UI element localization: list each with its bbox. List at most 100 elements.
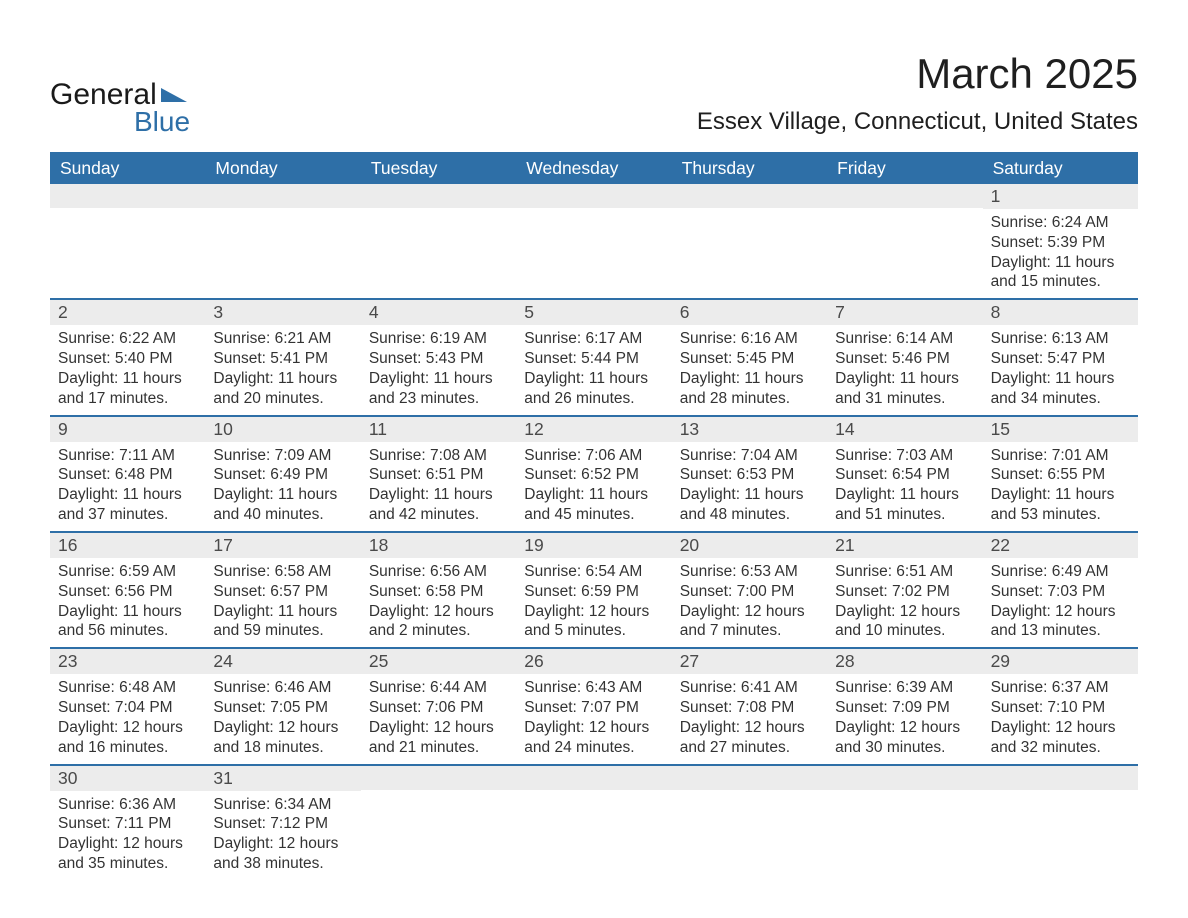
day-number: 13 <box>672 417 827 442</box>
calendar-cell <box>516 184 671 298</box>
day-number <box>361 184 516 208</box>
calendar-cell: 2Sunrise: 6:22 AMSunset: 5:40 PMDaylight… <box>50 300 205 414</box>
daylight-text: Daylight: 11 hours and 48 minutes. <box>680 485 819 525</box>
calendar-cell: 1Sunrise: 6:24 AMSunset: 5:39 PMDaylight… <box>983 184 1138 298</box>
calendar: Sunday Monday Tuesday Wednesday Thursday… <box>50 152 1138 880</box>
calendar-cell: 11 Sunrise: 7:08 AMSunset: 6:51 PMDayligh… <box>361 417 516 531</box>
day-details: Sunrise: 6:22 AMSunset: 5:40 PMDaylight:… <box>50 325 205 414</box>
sunrise-text: Sunrise: 6:37 AM <box>991 678 1130 698</box>
sunrise-text: Sunrise: 6:46 AM <box>213 678 352 698</box>
daylight-text: Daylight: 11 hours and 37 minutes. <box>58 485 197 525</box>
daylight-text: Daylight: 12 hours and 7 minutes. <box>680 602 819 642</box>
day-details: Sunrise: 6:54 AMSunset: 6:59 PMDaylight:… <box>516 558 671 647</box>
day-number: 18 <box>361 533 516 558</box>
sunrise-text: Sunrise: 6:13 AM <box>991 329 1130 349</box>
calendar-cell <box>361 184 516 298</box>
calendar-cell: 29Sunrise: 6:37 AMSunset: 7:10 PMDayligh… <box>983 649 1138 763</box>
daylight-text: Daylight: 12 hours and 2 minutes. <box>369 602 508 642</box>
sunset-text: Sunset: 6:51 PM <box>369 465 508 485</box>
sunrise-text: Sunrise: 6:24 AM <box>991 213 1130 233</box>
calendar-week: 23Sunrise: 6:48 AMSunset: 7:04 PMDayligh… <box>50 647 1138 763</box>
day-details: Sunrise: 6:16 AMSunset: 5:45 PMDaylight:… <box>672 325 827 414</box>
sunset-text: Sunset: 7:09 PM <box>835 698 974 718</box>
sunrise-text: Sunrise: 7:11 AM <box>58 446 197 466</box>
sunset-text: Sunset: 7:02 PM <box>835 582 974 602</box>
sunrise-text: Sunrise: 6:53 AM <box>680 562 819 582</box>
calendar-cell <box>361 766 516 880</box>
day-number: 16 <box>50 533 205 558</box>
calendar-cell: 6Sunrise: 6:16 AMSunset: 5:45 PMDaylight… <box>672 300 827 414</box>
calendar-week: 1Sunrise: 6:24 AMSunset: 5:39 PMDaylight… <box>50 184 1138 298</box>
day-number: 6 <box>672 300 827 325</box>
day-details: Sunrise: 7:09 AMSunset: 6:49 PMDaylight:… <box>205 442 360 531</box>
day-details <box>50 208 205 218</box>
day-number: 27 <box>672 649 827 674</box>
day-number: 10 <box>205 417 360 442</box>
dayname-wednesday: Wednesday <box>516 152 671 184</box>
day-number: 24 <box>205 649 360 674</box>
day-details: Sunrise: 6:44 AMSunset: 7:06 PMDaylight:… <box>361 674 516 763</box>
daylight-text: Daylight: 11 hours and 56 minutes. <box>58 602 197 642</box>
logo-word2: Blue <box>134 106 190 138</box>
day-details: Sunrise: 6:51 AMSunset: 7:02 PMDaylight:… <box>827 558 982 647</box>
daylight-text: Daylight: 11 hours and 51 minutes. <box>835 485 974 525</box>
day-number <box>672 766 827 790</box>
sunset-text: Sunset: 7:12 PM <box>213 814 352 834</box>
day-details: Sunrise: 6:24 AMSunset: 5:39 PMDaylight:… <box>983 209 1138 298</box>
sunset-text: Sunset: 7:08 PM <box>680 698 819 718</box>
day-number: 26 <box>516 649 671 674</box>
sunrise-text: Sunrise: 7:01 AM <box>991 446 1130 466</box>
day-details: Sunrise: 6:21 AMSunset: 5:41 PMDaylight:… <box>205 325 360 414</box>
sunrise-text: Sunrise: 6:39 AM <box>835 678 974 698</box>
sunset-text: Sunset: 6:56 PM <box>58 582 197 602</box>
sunrise-text: Sunrise: 6:48 AM <box>58 678 197 698</box>
day-details: Sunrise: 6:58 AMSunset: 6:57 PMDaylight:… <box>205 558 360 647</box>
sunset-text: Sunset: 6:57 PM <box>213 582 352 602</box>
daylight-text: Daylight: 11 hours and 59 minutes. <box>213 602 352 642</box>
calendar-week: 2Sunrise: 6:22 AMSunset: 5:40 PMDaylight… <box>50 298 1138 414</box>
day-details <box>827 208 982 218</box>
sunrise-text: Sunrise: 6:58 AM <box>213 562 352 582</box>
day-details: Sunrise: 6:48 AMSunset: 7:04 PMDaylight:… <box>50 674 205 763</box>
day-number <box>827 184 982 208</box>
daylight-text: Daylight: 11 hours and 26 minutes. <box>524 369 663 409</box>
sunset-text: Sunset: 7:11 PM <box>58 814 197 834</box>
calendar-cell: 27Sunrise: 6:41 AMSunset: 7:08 PMDayligh… <box>672 649 827 763</box>
sunrise-text: Sunrise: 7:03 AM <box>835 446 974 466</box>
day-details: Sunrise: 6:56 AMSunset: 6:58 PMDaylight:… <box>361 558 516 647</box>
day-details: Sunrise: 6:34 AMSunset: 7:12 PMDaylight:… <box>205 791 360 880</box>
calendar-cell <box>50 184 205 298</box>
day-number <box>50 184 205 208</box>
day-details <box>672 208 827 218</box>
daylight-text: Daylight: 11 hours and 45 minutes. <box>524 485 663 525</box>
sunset-text: Sunset: 5:40 PM <box>58 349 197 369</box>
day-number: 4 <box>361 300 516 325</box>
calendar-week: 30Sunrise: 6:36 AMSunset: 7:11 PMDayligh… <box>50 764 1138 880</box>
calendar-cell: 24Sunrise: 6:46 AMSunset: 7:05 PMDayligh… <box>205 649 360 763</box>
sunrise-text: Sunrise: 6:49 AM <box>991 562 1130 582</box>
day-details: Sunrise: 6:39 AMSunset: 7:09 PMDaylight:… <box>827 674 982 763</box>
day-number: 11 <box>361 417 516 442</box>
calendar-cell: 26Sunrise: 6:43 AMSunset: 7:07 PMDayligh… <box>516 649 671 763</box>
dayname-tuesday: Tuesday <box>361 152 516 184</box>
calendar-cell: 30Sunrise: 6:36 AMSunset: 7:11 PMDayligh… <box>50 766 205 880</box>
daylight-text: Daylight: 11 hours and 53 minutes. <box>991 485 1130 525</box>
daylight-text: Daylight: 11 hours and 31 minutes. <box>835 369 974 409</box>
calendar-cell: 21Sunrise: 6:51 AMSunset: 7:02 PMDayligh… <box>827 533 982 647</box>
sunrise-text: Sunrise: 6:21 AM <box>213 329 352 349</box>
sunrise-text: Sunrise: 7:08 AM <box>369 446 508 466</box>
calendar-cell: 15Sunrise: 7:01 AMSunset: 6:55 PMDayligh… <box>983 417 1138 531</box>
calendar-cell <box>827 766 982 880</box>
daylight-text: Daylight: 12 hours and 21 minutes. <box>369 718 508 758</box>
day-details <box>827 790 982 800</box>
sunrise-text: Sunrise: 7:04 AM <box>680 446 819 466</box>
day-details: Sunrise: 7:11 AMSunset: 6:48 PMDaylight:… <box>50 442 205 531</box>
title-block: March 2025 Essex Village, Connecticut, U… <box>697 50 1138 136</box>
sunset-text: Sunset: 6:58 PM <box>369 582 508 602</box>
daylight-text: Daylight: 12 hours and 32 minutes. <box>991 718 1130 758</box>
day-number <box>516 184 671 208</box>
dayname-saturday: Saturday <box>983 152 1138 184</box>
sunrise-text: Sunrise: 6:19 AM <box>369 329 508 349</box>
calendar-cell: 14Sunrise: 7:03 AMSunset: 6:54 PMDayligh… <box>827 417 982 531</box>
daylight-text: Daylight: 11 hours and 42 minutes. <box>369 485 508 525</box>
